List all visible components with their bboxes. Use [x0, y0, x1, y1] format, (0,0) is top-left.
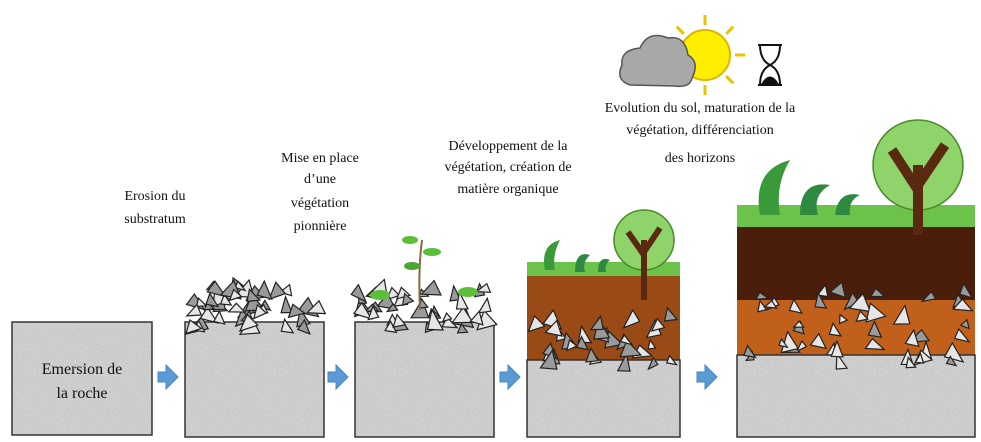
rock-block [355, 322, 494, 437]
stage-label: des horizons [665, 151, 735, 166]
sun-ray [726, 76, 733, 83]
stone [269, 282, 285, 299]
arrow [697, 365, 717, 389]
rubble [186, 278, 325, 334]
arrow [158, 365, 178, 389]
rock-block [185, 322, 324, 437]
stage-label: pionnière [294, 219, 347, 234]
stage-label: Mise en place [281, 151, 359, 166]
hourglass-icon [758, 45, 782, 85]
stone [197, 298, 207, 306]
rock-block [527, 360, 680, 437]
stage-label: Erosion du [124, 189, 185, 204]
stone [420, 298, 428, 308]
arrow [328, 365, 348, 389]
stage-label: Emersion de [42, 361, 122, 378]
stone [214, 311, 225, 324]
sun-ray [726, 27, 733, 34]
stone [452, 307, 473, 322]
plants [759, 160, 860, 215]
stone [422, 281, 442, 296]
cloud-icon [620, 36, 695, 87]
stage-label: Développement de la [449, 139, 569, 154]
stage-label: la roche [56, 385, 107, 402]
sun-ray [677, 27, 684, 34]
stage-label: matière organique [457, 182, 558, 197]
rock-block [737, 355, 975, 437]
plants [544, 240, 610, 272]
stage-label: d’une [304, 172, 336, 187]
stage-label: végétation, création de [444, 160, 571, 175]
rock-block [12, 322, 152, 435]
stone [393, 315, 405, 328]
arrow [500, 365, 520, 389]
stage-label: Evolution du sol, maturation de la [605, 101, 796, 116]
stone [479, 298, 491, 313]
stage-label: végétation [291, 196, 349, 211]
stage-label: végétation, différenciation [626, 123, 773, 138]
a-horizon [737, 225, 975, 300]
soil-formation-diagram: Emersion de la roche Erosion du substrat… [0, 0, 981, 442]
stage-label: substratum [124, 212, 186, 227]
